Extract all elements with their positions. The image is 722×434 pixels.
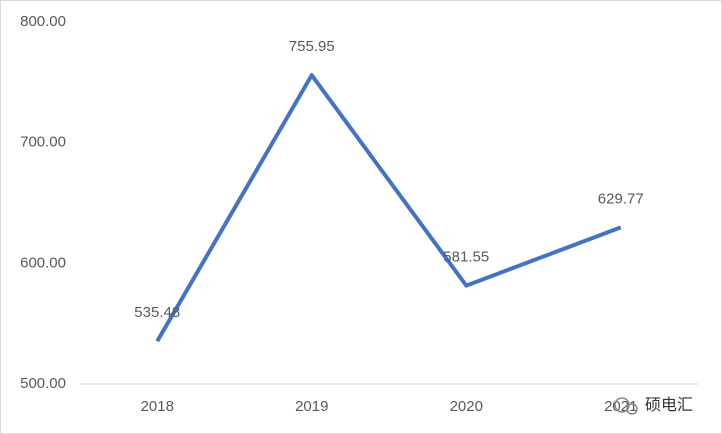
data-label: 535.48: [134, 304, 180, 321]
data-label: 755.95: [289, 38, 335, 55]
data-label: 581.55: [443, 249, 489, 266]
watermark-icon: [626, 403, 638, 415]
x-tick-label: 2018: [141, 398, 174, 415]
line: [155, 73, 622, 343]
x-tick-label: 2019: [295, 398, 328, 415]
y-tick-label: 700.00: [20, 134, 66, 151]
y-tick-label: 600.00: [20, 254, 66, 271]
y-tick-label: 800.00: [20, 13, 66, 30]
watermark-text: 硕电汇: [645, 396, 693, 414]
watermark: 硕电汇: [614, 396, 693, 415]
data-label: 629.77: [598, 190, 644, 207]
x-tick-label: 2020: [450, 398, 483, 415]
y-tick-label: 500.00: [20, 375, 66, 392]
